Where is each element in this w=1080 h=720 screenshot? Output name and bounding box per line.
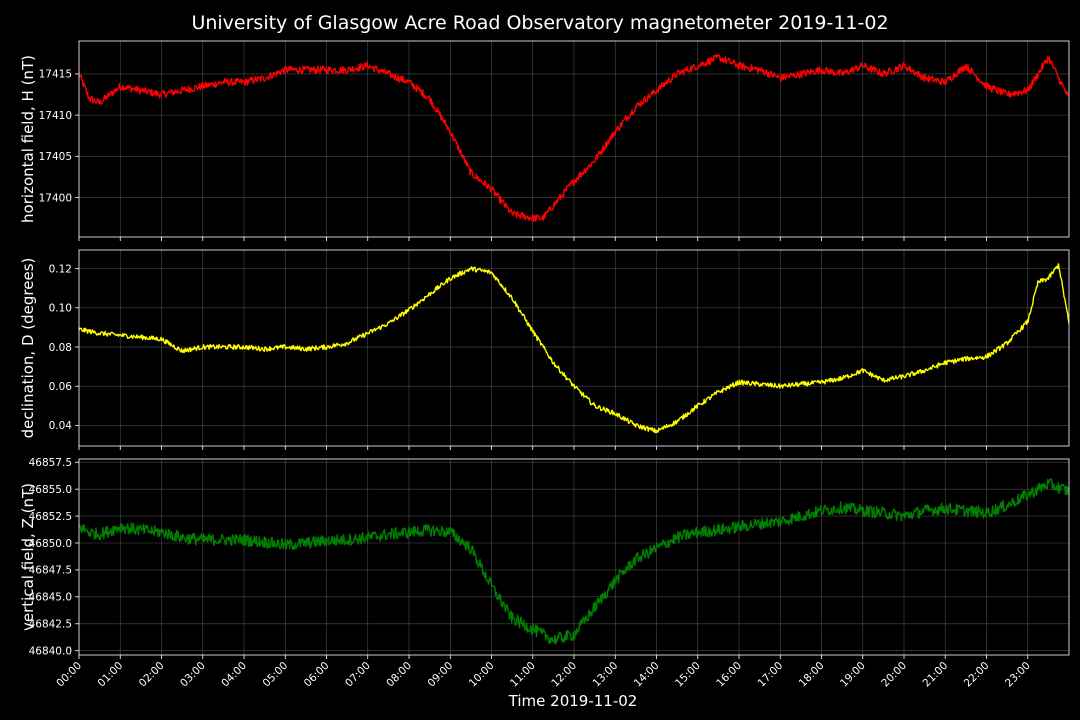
x-tick-label: 23:00 xyxy=(1003,660,1033,690)
x-tick-label: 05:00 xyxy=(260,660,290,690)
panel-2: 0.04 0.06 0.08 0.10 0.12 declination, D (degr… xyxy=(19,249,1070,450)
x-tick-label: 20:00 xyxy=(879,660,909,690)
y-axis-label: declination, D (degrees) xyxy=(19,258,37,439)
y-tick-label: 0.12 xyxy=(49,263,72,275)
x-tick-label: 22:00 xyxy=(962,660,992,690)
axes-frame xyxy=(78,458,1070,656)
y-tick-label: 17400 xyxy=(39,192,72,204)
series-line xyxy=(79,54,1069,223)
x-tick-label: 14:00 xyxy=(632,660,662,690)
panel-3: 46840.0 46842.5 46845.0 46847.5 46850.0 46852… xyxy=(19,457,1070,659)
x-tick-label: 02:00 xyxy=(137,660,167,690)
y-tick-label: 46850.0 xyxy=(29,538,72,550)
x-tick-label: 09:00 xyxy=(425,660,455,690)
y-tick-label: 0.04 xyxy=(49,420,73,432)
chart-title: University of Glasgow Acre Road Observat… xyxy=(191,12,888,34)
x-tick-label: 19:00 xyxy=(838,660,868,690)
series-line xyxy=(79,478,1069,645)
x-tick-label: 21:00 xyxy=(920,660,950,690)
axes-frame xyxy=(78,249,1070,447)
y-tick-label: 46857.5 xyxy=(29,457,72,469)
y-tick-label: 17415 xyxy=(39,69,72,81)
x-tick-label: 03:00 xyxy=(178,660,208,690)
y-tick-label: 46845.0 xyxy=(29,592,72,604)
y-tick-label: 0.10 xyxy=(49,303,72,315)
x-tick-label: 07:00 xyxy=(343,660,373,690)
series-line xyxy=(79,263,1069,434)
y-axis-label: vertical field, Z (nT) xyxy=(19,483,37,631)
x-tick-label: 04:00 xyxy=(219,660,249,690)
y-tick-label: 17405 xyxy=(39,151,72,163)
axes-frame xyxy=(78,40,1070,238)
y-tick-label: 0.08 xyxy=(49,342,72,354)
x-tick-label: 01:00 xyxy=(95,660,125,690)
x-axis-label: Time 2019-11-02 xyxy=(508,692,638,710)
x-tick-label: 16:00 xyxy=(714,660,744,690)
x-tick-label: 00:00 xyxy=(54,660,84,690)
x-tick-label: 10:00 xyxy=(467,660,497,690)
y-tick-label: 46847.5 xyxy=(29,565,72,577)
y-tick-label: 17410 xyxy=(39,110,72,122)
x-tick-label: 17:00 xyxy=(755,660,785,690)
y-tick-label: 0.06 xyxy=(49,381,73,393)
x-tick-label: 12:00 xyxy=(549,660,579,690)
x-tick-label: 13:00 xyxy=(590,660,620,690)
y-tick-label: 46855.0 xyxy=(29,484,72,496)
y-axis-label: horizontal field, H (nT) xyxy=(19,55,37,223)
x-tick-label: 18:00 xyxy=(797,660,827,690)
x-axis-ticks: 00:00 01:00 02:00 03:00 04:00 05:00 06:00 07:00… xyxy=(54,660,1033,690)
x-tick-label: 06:00 xyxy=(302,660,332,690)
x-tick-label: 15:00 xyxy=(673,660,703,690)
x-tick-label: 11:00 xyxy=(508,660,538,690)
x-tick-label: 08:00 xyxy=(384,660,414,690)
y-tick-label: 46842.5 xyxy=(29,619,72,631)
y-tick-label: 46840.0 xyxy=(29,645,72,657)
y-tick-label: 46852.5 xyxy=(29,511,72,523)
